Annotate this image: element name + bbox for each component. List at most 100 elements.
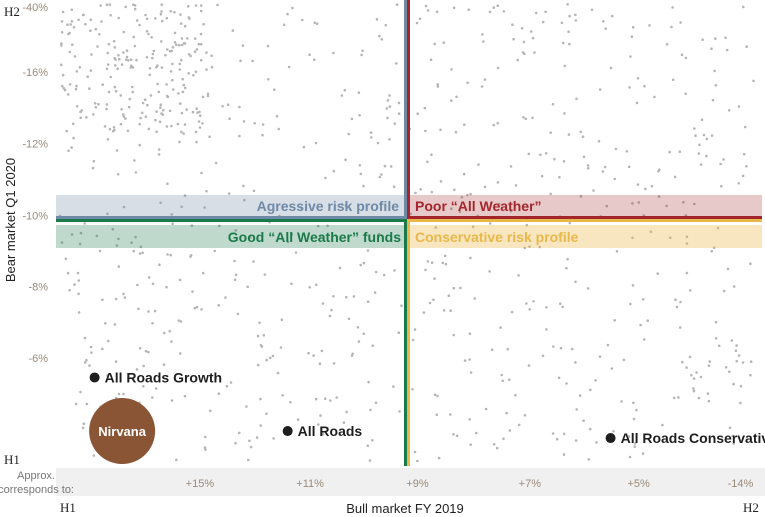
scatter-point [653, 95, 656, 99]
approx-label-line2: corresponds to: [0, 484, 74, 496]
scatter-point [88, 364, 91, 367]
scatter-point [492, 443, 496, 446]
scatter-point [433, 277, 436, 280]
scatter-point [178, 278, 182, 282]
scatter-point [117, 54, 120, 57]
scatter-point [183, 86, 187, 90]
scatter-point [525, 302, 528, 305]
scatter-point [66, 93, 70, 96]
scatter-point [144, 115, 148, 118]
scatter-point [437, 456, 441, 460]
scatter-point [731, 434, 734, 438]
scatter-point [321, 302, 325, 305]
scatter-point [154, 387, 158, 390]
scatter-point [561, 41, 565, 45]
scatter-point [505, 411, 508, 415]
scatter-point [594, 379, 597, 382]
scatter-point [452, 333, 456, 337]
x-tick-label: +15% [186, 478, 215, 490]
scatter-point [567, 30, 570, 33]
scatter-point [107, 42, 111, 46]
scatter-point [259, 397, 262, 401]
scatter-point [173, 10, 176, 14]
scatter-point [151, 56, 154, 60]
scatter-point [86, 75, 89, 78]
scatter-point [541, 354, 545, 358]
scatter-point [249, 445, 253, 449]
scatter-point [455, 95, 458, 99]
scatter-point [183, 394, 187, 398]
scatter-point [196, 111, 199, 114]
scatter-point [255, 436, 259, 439]
scatter-point [710, 249, 713, 253]
scatter-point [639, 323, 642, 327]
scatter-point [152, 49, 156, 53]
scatter-point [555, 437, 559, 441]
scatter-point [389, 165, 393, 168]
scatter-point [128, 97, 132, 101]
scatter-point [455, 434, 459, 438]
scatter-point [100, 20, 103, 23]
scatter-point [627, 165, 631, 169]
scatter-point [253, 122, 256, 125]
scatter-point [268, 356, 272, 360]
scatter-point [70, 233, 74, 236]
scatter-point [449, 413, 452, 416]
scatter-point [266, 44, 270, 48]
scatter-point [588, 427, 592, 431]
scatter-point [540, 174, 544, 178]
scatter-point [378, 34, 381, 38]
scatter-point [496, 4, 500, 7]
scatter-point [332, 362, 336, 365]
scatter-point [574, 361, 577, 364]
scatter-point [199, 4, 203, 7]
scatter-point [635, 101, 639, 105]
scatter-point [195, 305, 199, 309]
scatter-point [113, 46, 117, 49]
scatter-point [267, 78, 270, 81]
scatter-point [169, 70, 173, 73]
scatter-point [436, 83, 440, 86]
scatter-point [469, 256, 472, 260]
scatter-point [492, 123, 496, 127]
scatter-point [361, 49, 364, 53]
scatter-point [74, 87, 78, 91]
scatter-point [233, 278, 237, 282]
scatter-point [502, 437, 505, 441]
scatter-point [559, 302, 562, 306]
scatter-point [177, 43, 181, 47]
scatter-point [175, 43, 178, 46]
scatter-point [199, 32, 203, 36]
scatter-point [672, 396, 676, 400]
scatter-point [85, 358, 88, 362]
scatter-point [397, 112, 401, 115]
scatter-point [315, 22, 319, 26]
scatter-point [77, 311, 81, 314]
scatter-point [710, 47, 713, 50]
scatter-point [553, 157, 556, 161]
scatter-point [78, 66, 82, 69]
scatter-point [160, 66, 164, 69]
scatter-point [601, 170, 605, 173]
scatter-point [276, 371, 280, 375]
scatter-point [426, 9, 430, 12]
scatter-point [388, 94, 391, 97]
scatter-point [735, 344, 738, 347]
scatter-point [338, 266, 342, 270]
scatter-point [477, 163, 480, 166]
scatter-point [171, 88, 175, 91]
scatter-point [649, 230, 653, 234]
scatter-point [147, 32, 150, 36]
scatter-point [714, 320, 718, 324]
scatter-point [61, 73, 65, 77]
scatter-point [131, 85, 134, 89]
scatter-point [164, 53, 167, 57]
scatter-point [668, 150, 671, 154]
nirvana-label: Nirvana [98, 424, 146, 439]
scatter-point [643, 338, 646, 341]
scatter-point [141, 251, 144, 255]
scatter-point [568, 221, 572, 225]
scatter-point [206, 94, 210, 98]
scatter-point [514, 393, 517, 397]
scatter-point [179, 102, 182, 105]
